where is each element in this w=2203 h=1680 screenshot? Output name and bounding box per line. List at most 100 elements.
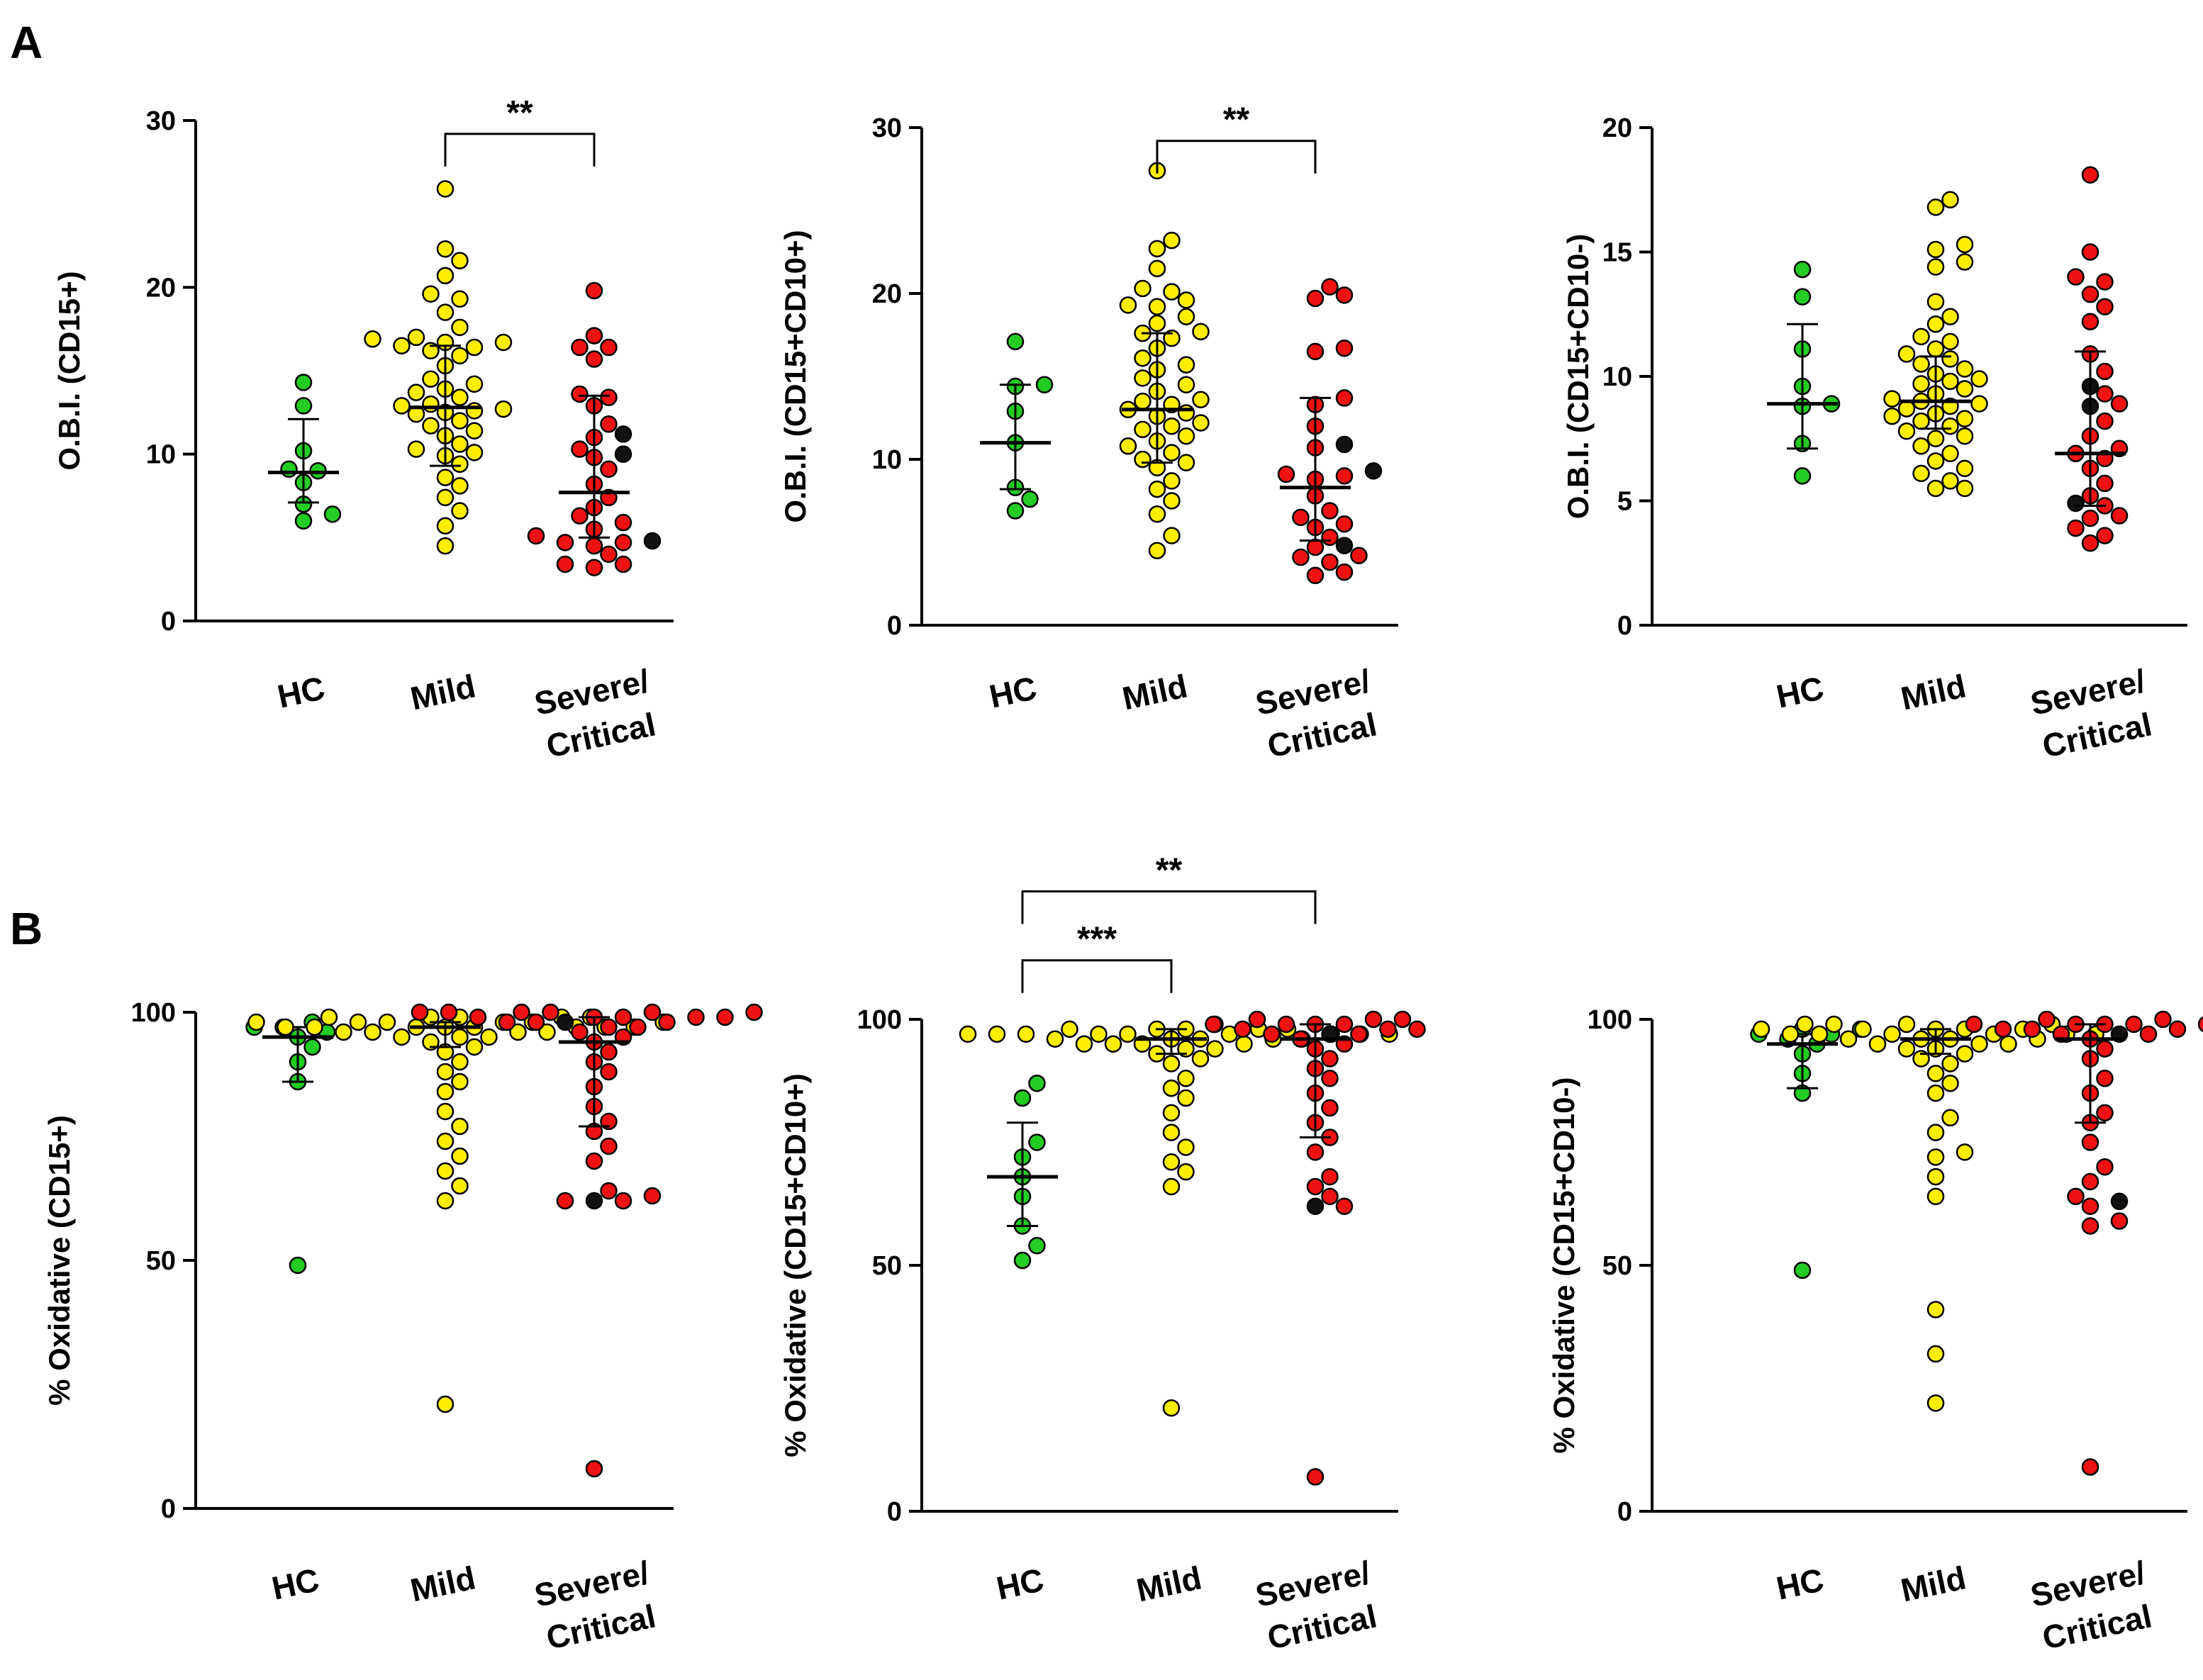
data-point: [465, 1038, 484, 1056]
data-point: [465, 338, 484, 357]
data-point: [1839, 1030, 1858, 1048]
data-point: [585, 281, 603, 300]
chart-3: 0 5 10 15 20 O.B.I. (CD15+CD10-) HC Mild Severe/…: [1561, 113, 2187, 765]
data-point: [1912, 464, 1930, 483]
data-point: [2110, 395, 2129, 413]
data-point: [716, 1008, 734, 1026]
data-point: [600, 415, 618, 433]
data-point: [1970, 1035, 1988, 1053]
data-point: [1335, 339, 1354, 357]
data-point: [289, 1256, 307, 1275]
data-point: [1148, 298, 1166, 315]
data-point: [1335, 1197, 1354, 1215]
data-point: [1306, 342, 1324, 361]
y-tick-label: 0: [161, 1494, 176, 1524]
data-point: [643, 1003, 662, 1021]
data-point: [571, 1023, 589, 1041]
data-point: [1163, 492, 1181, 510]
data-point: [2096, 527, 2114, 544]
data-point: [1956, 479, 1974, 498]
y-axis-title: O.B.I. (CD15+): [52, 271, 86, 470]
data-point: [2096, 273, 2114, 291]
y-tick-label: 30: [146, 106, 176, 136]
data-point: [1177, 308, 1195, 326]
data-point: [1926, 430, 1945, 447]
data-point: [1956, 410, 1974, 427]
data-point: [451, 388, 469, 406]
data-point: [1956, 1045, 1974, 1063]
data-point: [2139, 1025, 2158, 1043]
data-point: [1148, 480, 1166, 498]
data-point: [451, 1028, 469, 1046]
data-point: [1119, 1025, 1137, 1043]
data-point: [1335, 537, 1354, 554]
data-point: [323, 505, 342, 523]
y-tick-label: 10: [146, 440, 176, 470]
data-point: [2096, 1070, 2114, 1087]
data-point: [422, 285, 440, 303]
data-point: [1941, 472, 1959, 490]
data-point: [1306, 289, 1324, 308]
data-point: [2096, 1040, 2114, 1058]
data-point: [1163, 472, 1181, 490]
data-point: [2067, 1187, 2085, 1206]
data-point: [585, 559, 603, 576]
data-point: [2110, 507, 2129, 525]
data-point: [600, 1063, 618, 1081]
data-point: [1941, 1055, 1959, 1073]
data-point: [320, 1008, 338, 1026]
data-point: [1926, 479, 1945, 498]
data-point: [2096, 385, 2114, 403]
x-category-label-line: Mild: [407, 667, 479, 717]
data-point: [1912, 355, 1930, 373]
data-point: [1177, 376, 1195, 393]
data-point: [1028, 1074, 1046, 1092]
data-point: [959, 1025, 977, 1043]
data-point: [1148, 314, 1166, 332]
data-point: [436, 1132, 454, 1150]
data-point: [1013, 1251, 1032, 1270]
data-point: [2081, 1217, 2099, 1235]
data-point: [1926, 315, 1945, 333]
data-point: [1335, 1015, 1354, 1034]
data-point: [571, 507, 589, 525]
x-category-label: Mild: [1897, 1559, 1969, 1608]
data-point: [1119, 296, 1137, 314]
data-point: [1883, 390, 1901, 408]
x-category-label-line: HC: [1773, 669, 1827, 715]
data-point: [1926, 1148, 1945, 1166]
y-tick-label: 10: [1602, 362, 1632, 392]
data-point: [469, 1008, 487, 1026]
data-point: [1335, 435, 1354, 454]
data-point: [629, 1018, 647, 1036]
data-point: [1793, 1261, 1812, 1279]
data-point: [1941, 444, 1959, 463]
y-tick-label: 50: [146, 1246, 176, 1276]
data-point: [2081, 313, 2099, 331]
data-point: [407, 328, 425, 347]
data-point: [451, 435, 469, 453]
significance-label: **: [506, 94, 533, 132]
data-point: [247, 1013, 265, 1031]
data-point: [1926, 1084, 1945, 1102]
data-point: [1926, 293, 1945, 310]
data-point: [1994, 1020, 2012, 1038]
data-point: [436, 1395, 454, 1413]
chart-4: 0 50 100 % Oxidative (CD15+) HC Mild Severe/Cr…: [43, 998, 763, 1657]
data-point: [509, 1023, 527, 1041]
data-point: [988, 1025, 1006, 1043]
data-point: [1897, 1040, 1916, 1058]
data-point: [277, 1018, 294, 1036]
data-point: [2081, 285, 2099, 303]
data-point: [451, 1147, 469, 1165]
data-point: [451, 502, 469, 520]
data-point: [1897, 400, 1916, 418]
data-point: [1926, 452, 1945, 470]
data-point: [436, 1192, 454, 1210]
data-point: [1926, 1345, 1945, 1363]
data-point: [600, 1182, 618, 1200]
x-category-label: Mild: [407, 667, 479, 717]
data-point: [422, 417, 440, 435]
data-point: [436, 303, 454, 321]
data-point: [1191, 1050, 1210, 1068]
